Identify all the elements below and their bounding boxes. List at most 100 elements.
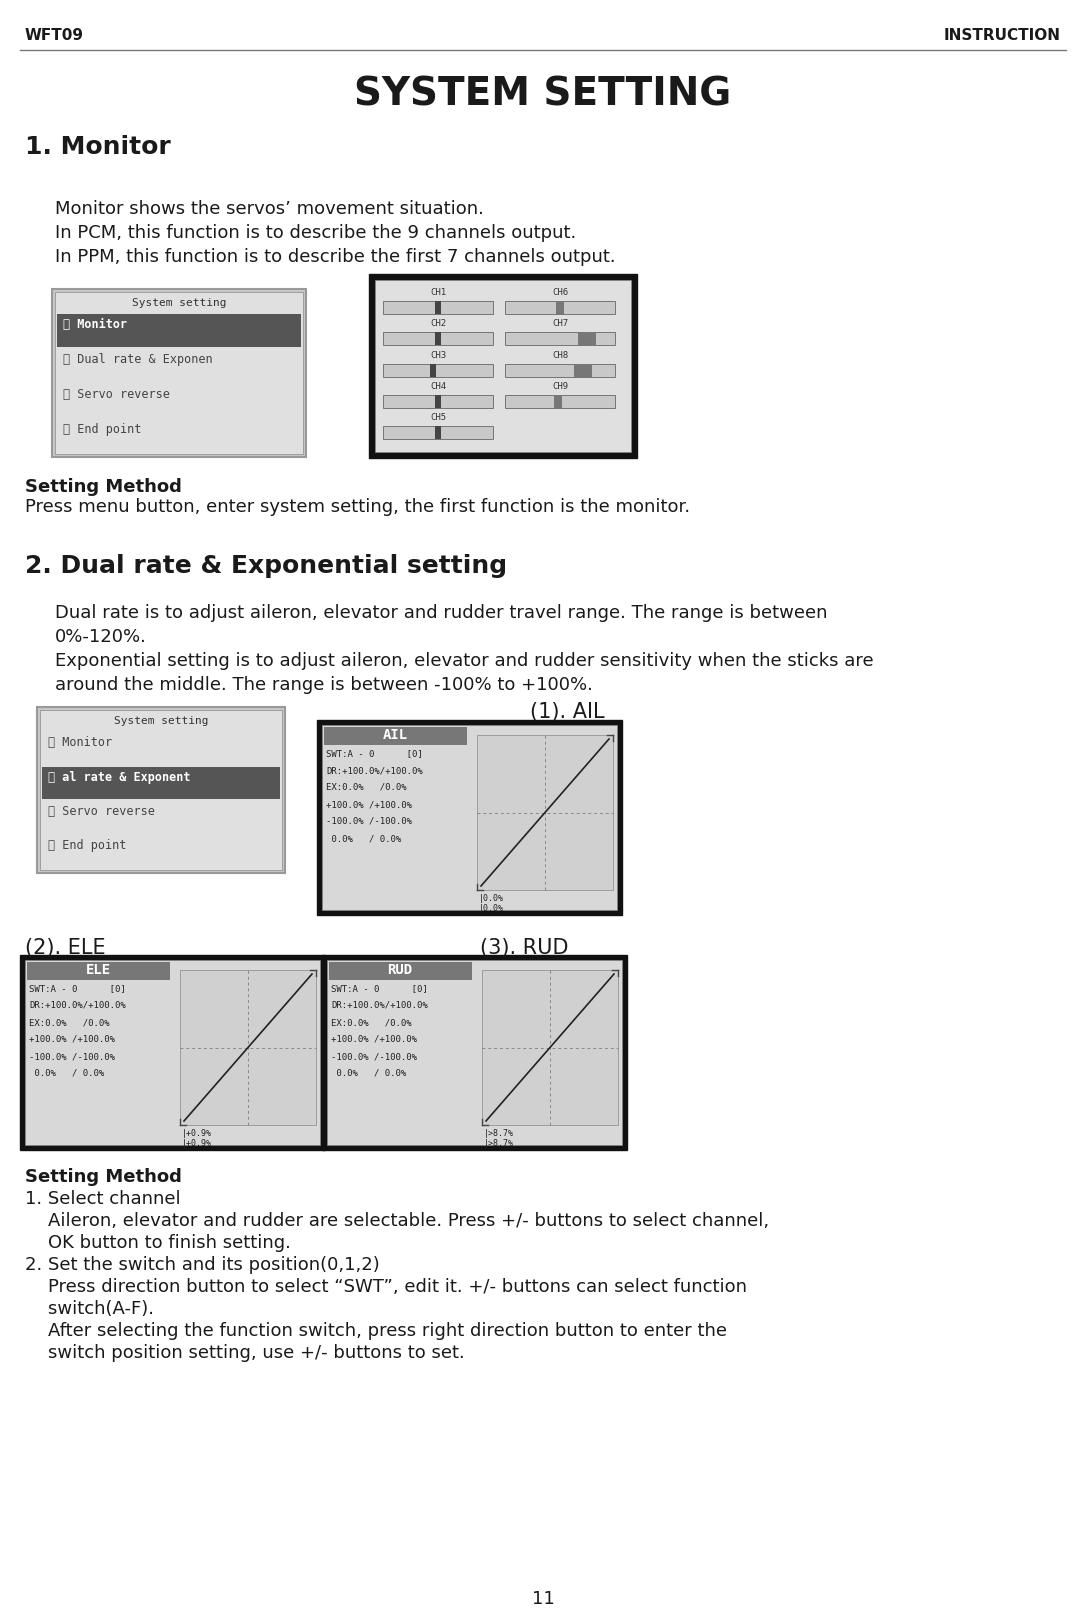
Bar: [55, 292, 303, 453]
Text: Press direction button to select “SWT”, edit it. +/- buttons can select function: Press direction button to select “SWT”, …: [25, 1277, 747, 1295]
Text: +100.0% /+100.0%: +100.0% /+100.0%: [331, 1036, 417, 1044]
Bar: [37, 706, 285, 873]
Text: Exponential setting is to adjust aileron, elevator and rudder sensitivity when t: Exponential setting is to adjust aileron…: [55, 652, 873, 669]
Text: After selecting the function switch, press right direction button to enter the: After selecting the function switch, pre…: [25, 1323, 727, 1340]
Bar: [317, 719, 622, 915]
Bar: [27, 961, 171, 981]
Text: ELE: ELE: [86, 963, 111, 977]
Bar: [435, 302, 441, 315]
Bar: [573, 363, 592, 376]
Bar: [383, 332, 493, 345]
Text: -100.0% /-100.0%: -100.0% /-100.0%: [326, 818, 412, 826]
Bar: [383, 395, 493, 408]
Text: 0%-120%.: 0%-120%.: [55, 627, 147, 645]
Text: CH2: CH2: [430, 319, 446, 329]
Text: ③ Servo reverse: ③ Servo reverse: [63, 389, 169, 402]
Text: |0.0%: |0.0%: [479, 903, 504, 913]
Text: |+0.9%: |+0.9%: [182, 1129, 212, 1139]
Text: -100.0% /-100.0%: -100.0% /-100.0%: [331, 1052, 417, 1061]
Text: CH4: CH4: [430, 382, 446, 390]
Text: In PCM, this function is to describe the 9 channels output.: In PCM, this function is to describe the…: [55, 224, 577, 242]
Text: ④ End point: ④ End point: [48, 839, 126, 853]
Text: Setting Method: Setting Method: [25, 1168, 181, 1186]
Bar: [42, 766, 280, 798]
Text: Press menu button, enter system setting, the first function is the monitor.: Press menu button, enter system setting,…: [25, 498, 690, 516]
Text: CH1: CH1: [430, 289, 446, 297]
Text: System setting: System setting: [114, 716, 209, 726]
Text: 1. Monitor: 1. Monitor: [25, 135, 171, 160]
Text: 0.0%   / 0.0%: 0.0% / 0.0%: [331, 1069, 406, 1077]
Text: ② Dual rate & Exponen: ② Dual rate & Exponen: [63, 353, 213, 366]
Text: |>8.7%: |>8.7%: [484, 1129, 514, 1139]
Text: SWT:A - 0      [0]: SWT:A - 0 [0]: [331, 984, 428, 994]
Text: CH6: CH6: [552, 289, 568, 297]
Text: |+0.9%: |+0.9%: [182, 1139, 212, 1148]
Text: ④ End point: ④ End point: [63, 423, 141, 436]
Text: OK button to finish setting.: OK button to finish setting.: [25, 1234, 291, 1252]
Text: around the middle. The range is between -100% to +100%.: around the middle. The range is between …: [55, 676, 593, 694]
Text: 2. Set the switch and its position(0,1,2): 2. Set the switch and its position(0,1,2…: [25, 1257, 380, 1274]
Bar: [429, 363, 435, 376]
Text: SWT:A - 0      [0]: SWT:A - 0 [0]: [326, 748, 422, 758]
Text: DR:+100.0%/+100.0%: DR:+100.0%/+100.0%: [331, 1002, 428, 1010]
Bar: [20, 955, 325, 1150]
Text: switch position setting, use +/- buttons to set.: switch position setting, use +/- buttons…: [25, 1344, 465, 1361]
Text: ① Monitor: ① Monitor: [63, 318, 127, 331]
Text: SWT:A - 0      [0]: SWT:A - 0 [0]: [29, 984, 126, 994]
Text: Monitor shows the servos’ movement situation.: Monitor shows the servos’ movement situa…: [55, 200, 484, 218]
Text: Dual rate is to adjust aileron, elevator and rudder travel range. The range is b: Dual rate is to adjust aileron, elevator…: [55, 603, 828, 623]
Bar: [477, 736, 613, 890]
Text: (3). RUD: (3). RUD: [480, 939, 568, 958]
Text: CH9: CH9: [552, 382, 568, 390]
Text: EX:0.0%   /0.0%: EX:0.0% /0.0%: [326, 782, 406, 792]
Text: switch(A-F).: switch(A-F).: [25, 1300, 154, 1318]
Bar: [383, 426, 493, 439]
Bar: [25, 960, 320, 1145]
Text: In PPM, this function is to describe the first 7 channels output.: In PPM, this function is to describe the…: [55, 248, 616, 266]
Text: +100.0% /+100.0%: +100.0% /+100.0%: [29, 1036, 115, 1044]
Text: Setting Method: Setting Method: [25, 477, 181, 497]
Text: SYSTEM SETTING: SYSTEM SETTING: [354, 74, 732, 113]
Text: ① Monitor: ① Monitor: [48, 736, 112, 748]
Bar: [375, 281, 631, 452]
Text: RUD: RUD: [388, 963, 413, 977]
Text: 11: 11: [532, 1590, 554, 1608]
Text: Aileron, elevator and rudder are selectable. Press +/- buttons to select channel: Aileron, elevator and rudder are selecta…: [25, 1211, 769, 1231]
Bar: [505, 395, 615, 408]
Bar: [329, 961, 472, 981]
Text: System setting: System setting: [131, 298, 226, 308]
Bar: [327, 960, 622, 1145]
Bar: [383, 363, 493, 376]
Text: EX:0.0%   /0.0%: EX:0.0% /0.0%: [29, 1018, 110, 1027]
Bar: [578, 332, 596, 345]
Text: WFT09: WFT09: [25, 27, 84, 44]
Bar: [40, 710, 282, 869]
Text: CH3: CH3: [430, 350, 446, 360]
Bar: [52, 289, 306, 456]
Bar: [180, 969, 316, 1124]
Bar: [556, 302, 565, 315]
Text: +100.0% /+100.0%: +100.0% /+100.0%: [326, 800, 412, 810]
Text: AIL: AIL: [382, 727, 407, 742]
Bar: [323, 724, 617, 910]
Text: |0.0%: |0.0%: [479, 894, 504, 903]
Text: ③ Servo reverse: ③ Servo reverse: [48, 805, 155, 818]
Bar: [323, 955, 627, 1150]
Text: DR:+100.0%/+100.0%: DR:+100.0%/+100.0%: [29, 1002, 126, 1010]
Text: 2. Dual rate & Exponential setting: 2. Dual rate & Exponential setting: [25, 553, 507, 577]
Text: |>8.7%: |>8.7%: [484, 1139, 514, 1148]
Text: CH5: CH5: [430, 413, 446, 423]
Text: INSTRUCTION: INSTRUCTION: [944, 27, 1061, 44]
Text: (2). ELE: (2). ELE: [25, 939, 105, 958]
Bar: [435, 426, 441, 439]
Text: -100.0% /-100.0%: -100.0% /-100.0%: [29, 1052, 115, 1061]
Text: DR:+100.0%/+100.0%: DR:+100.0%/+100.0%: [326, 766, 422, 774]
Bar: [324, 727, 467, 745]
Text: ② al rate & Exponent: ② al rate & Exponent: [48, 771, 190, 784]
Bar: [482, 969, 618, 1124]
Text: 0.0%   / 0.0%: 0.0% / 0.0%: [326, 834, 401, 844]
Text: CH8: CH8: [552, 350, 568, 360]
Text: 1. Select channel: 1. Select channel: [25, 1190, 180, 1208]
Bar: [369, 274, 637, 458]
Bar: [383, 302, 493, 315]
